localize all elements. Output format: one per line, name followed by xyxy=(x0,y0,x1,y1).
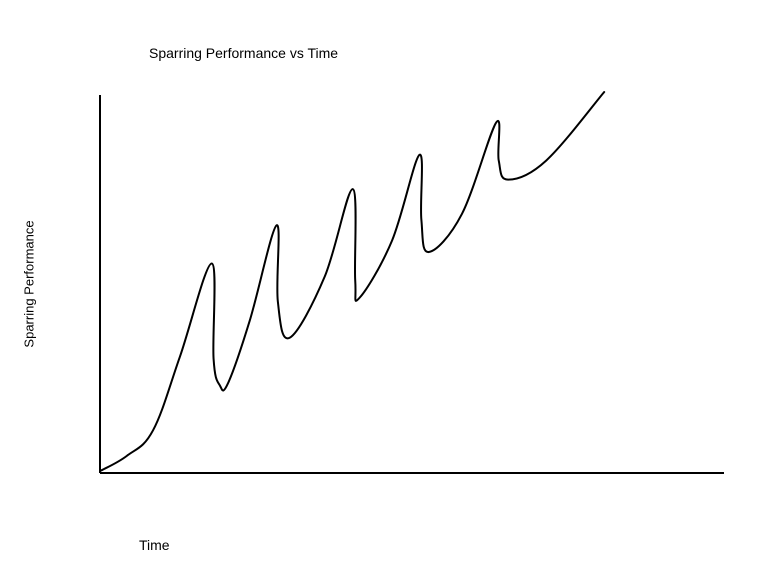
series-line-0 xyxy=(99,91,606,473)
chart-title: Sparring Performance vs Time xyxy=(149,45,339,61)
y-axis-label: Sparring Performance xyxy=(21,220,37,348)
series-layer xyxy=(99,91,606,473)
x-axis-label: Time xyxy=(139,537,170,553)
